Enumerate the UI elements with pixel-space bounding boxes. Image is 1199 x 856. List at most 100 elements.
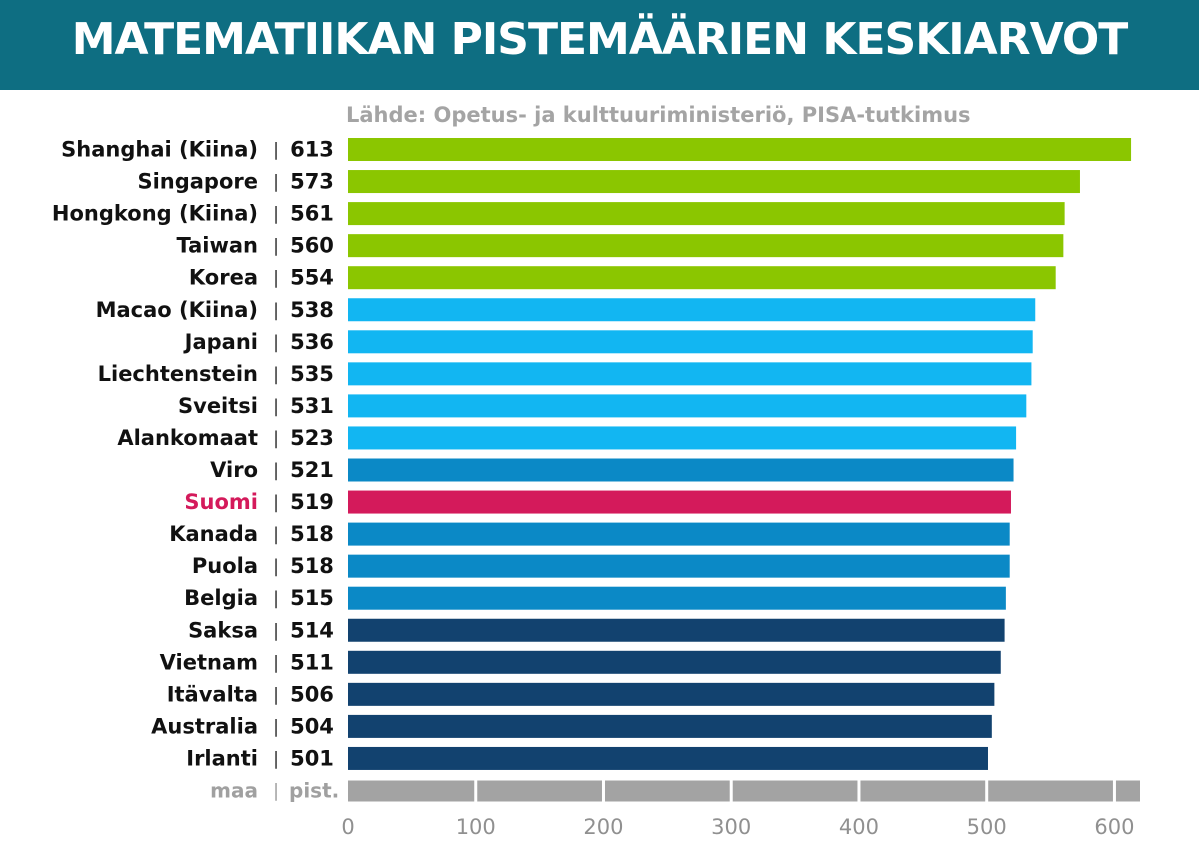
country-label: Kanada [169,522,258,546]
country-label: Itävalta [167,682,258,706]
value-label: 518 [290,522,334,546]
separator-mark: | [273,364,279,385]
bar [348,650,1001,674]
separator-mark: | [273,460,279,481]
country-label: Sveitsi [178,394,258,418]
value-label: 515 [290,586,334,610]
value-label: 514 [290,618,334,642]
value-label: 511 [290,650,334,674]
separator-mark: | [273,684,279,705]
value-label: 523 [290,426,334,450]
bar [348,362,1032,386]
country-label: Irlanti [186,746,258,770]
bar [348,170,1080,194]
country-label: Puola [192,554,258,578]
country-label: Belgia [184,586,258,610]
country-label: Japani [183,330,258,354]
bar [348,330,1033,354]
country-label: Hongkong (Kiina) [52,202,258,226]
country-label: Singapore [137,170,258,194]
separator-mark: | [273,236,279,257]
country-label: Viro [210,458,258,482]
separator-mark: | [273,204,279,225]
title-banner: MATEMATIIKAN PISTEMÄÄRIEN KESKIARVOT [0,0,1199,90]
axis-tick-gap [1112,780,1116,802]
country-label: Saksa [188,618,258,642]
bar [348,490,1011,514]
country-label: Alankomaat [117,426,258,450]
value-label: 561 [290,202,334,226]
separator-mark: | [273,268,279,289]
axis-scale-bar [348,780,1140,802]
value-label: 554 [290,266,334,290]
axis-tick-gap [601,780,605,802]
axis-tick-gap [857,780,861,802]
bar [348,202,1065,226]
value-label: 531 [290,394,334,418]
value-label: 521 [290,458,334,482]
separator-mark: | [273,396,279,417]
bar [348,426,1017,450]
bar [348,266,1056,290]
separator-mark: | [273,781,279,802]
value-label: 519 [290,490,334,514]
separator-mark: | [273,748,279,769]
value-label: 504 [290,714,334,738]
country-label: Macao (Kiina) [96,298,258,322]
source-note: Lähde: Opetus- ja kulttuuriministeriö, P… [346,103,971,127]
separator-mark: | [273,140,279,161]
separator-mark: | [273,172,279,193]
separator-mark: | [273,300,279,321]
value-label: 501 [290,746,334,770]
value-label: 560 [290,234,334,258]
country-label: Vietnam [160,650,258,674]
bar [348,458,1014,482]
x-tick-label: 300 [711,815,751,839]
separator-mark: | [273,524,279,545]
bar [348,234,1064,258]
x-tick-label: 500 [967,815,1007,839]
value-label: 538 [290,298,334,322]
separator-mark: | [273,492,279,513]
bar [348,298,1036,322]
axis-tick-gap [985,780,989,802]
value-label: 536 [290,330,334,354]
bar [348,586,1006,610]
axis-header-points: pist. [289,779,339,803]
separator-mark: | [273,588,279,609]
x-tick-label: 600 [1094,815,1134,839]
bar [348,522,1010,546]
value-label: 573 [290,170,334,194]
separator-mark: | [273,332,279,353]
chart-title: MATEMATIIKAN PISTEMÄÄRIEN KESKIARVOT [71,14,1129,65]
value-label: 518 [290,554,334,578]
bar [348,138,1132,161]
bar [348,714,992,738]
x-tick-label: 200 [583,815,623,839]
axis-header-country: maa [210,779,258,803]
value-label: 506 [290,682,334,706]
bar [348,682,995,706]
country-label: Shanghai (Kiina) [61,138,258,162]
separator-mark: | [273,620,279,641]
axis-tick-gap [729,780,733,802]
bar [348,618,1005,642]
x-tick-label: 100 [456,815,496,839]
country-label: Liechtenstein [98,362,258,386]
bar [348,394,1027,418]
separator-mark: | [273,652,279,673]
bar [348,554,1010,578]
axis-tick-gap [474,780,478,802]
separator-mark: | [273,556,279,577]
bar [348,746,988,770]
separator-mark: | [273,716,279,737]
country-label: Australia [151,714,258,738]
country-label: Suomi [184,490,258,514]
value-label: 613 [290,138,334,162]
x-tick-label: 400 [839,815,879,839]
country-label: Korea [189,266,258,290]
x-tick-label: 0 [341,815,354,839]
separator-mark: | [273,428,279,449]
value-label: 535 [290,362,334,386]
